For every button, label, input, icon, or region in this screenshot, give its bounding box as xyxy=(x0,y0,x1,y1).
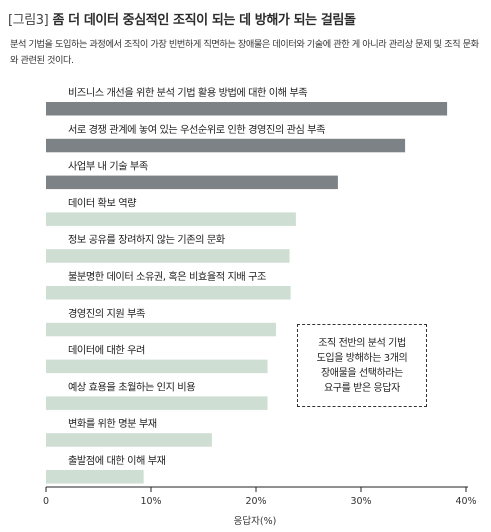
bar-9 xyxy=(46,396,268,410)
category-label-5: 정보 공유를 장려하지 않는 기존의 문화 xyxy=(68,233,226,246)
category-label-9: 예상 효용을 초월하는 인지 비용 xyxy=(68,380,195,393)
figure-title-text: 좀 더 데이터 중심적인 조직이 되는 데 방해가 되는 걸림돌 xyxy=(52,13,356,28)
figure-title: [그림3] 좀 더 데이터 중심적인 조직이 되는 데 방해가 되는 걸림돌 xyxy=(8,9,356,28)
x-tick-label-40: 40% xyxy=(455,496,476,507)
bar-8 xyxy=(46,359,268,374)
x-axis: 0 10% 20% 30% 40% 응답자(%) xyxy=(43,486,477,527)
note-text: 조직 전반의 분석 기법 도입을 방해하는 3개의 장애물을 선택하라는 요구를… xyxy=(316,337,408,394)
x-axis-title: 응답자(%) xyxy=(234,515,277,527)
bar-11 xyxy=(46,470,144,484)
category-label-3: 사업부 내 기술 부족 xyxy=(68,160,148,173)
category-label-7: 경영진의 지원 부족 xyxy=(68,307,145,320)
category-label-10: 변화를 위한 명분 부재 xyxy=(68,417,157,430)
category-label-11: 출발점에 대한 이해 부재 xyxy=(68,454,166,467)
x-tick-label-10: 10% xyxy=(140,496,161,507)
bar-10 xyxy=(46,433,212,447)
bar-3 xyxy=(46,175,338,190)
figure-number: [그림3] xyxy=(8,13,49,28)
category-label-8: 데이터에 대한 우려 xyxy=(68,345,145,357)
note-box: 조직 전반의 분석 기법 도입을 방해하는 3개의 장애물을 선택하라는 요구를… xyxy=(297,324,427,407)
bar-4 xyxy=(46,212,296,226)
bar-2 xyxy=(46,138,406,153)
bar-5 xyxy=(46,249,290,263)
bars-layer xyxy=(46,102,448,484)
bar-6 xyxy=(46,286,291,300)
x-tick-label-0: 0 xyxy=(43,496,49,507)
category-label-4: 데이터 확보 역량 xyxy=(68,197,137,209)
bar-1 xyxy=(46,102,448,116)
figure-description: 분석 기법을 도입하는 과정에서 조직이 가장 빈번하게 직면하는 장애물은 데… xyxy=(10,39,479,66)
category-label-2: 서로 경쟁 관계에 놓여 있는 우선순위로 인한 경영진의 관심 부족 xyxy=(68,123,325,136)
category-label-6: 불분명한 데이터 소유권, 혹은 비효율적 지배 구조 xyxy=(68,270,266,283)
x-tick-label-20: 20% xyxy=(245,496,266,507)
x-tick-label-30: 30% xyxy=(350,496,371,507)
bar-7 xyxy=(46,322,276,337)
category-label-1: 비즈니스 개선을 위한 분석 기법 활용 방법에 대한 이해 부족 xyxy=(68,86,307,99)
